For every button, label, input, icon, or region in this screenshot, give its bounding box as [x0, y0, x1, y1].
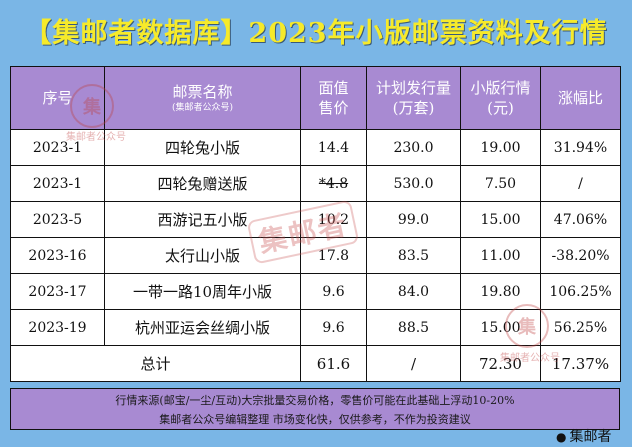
wechat-icon: ●	[556, 430, 567, 444]
header-qty: 计划发行量 (万套)	[366, 66, 461, 130]
cell-face: *4.8	[300, 165, 367, 202]
header-change: 涨幅比	[540, 66, 621, 130]
total-price: 72.30	[460, 345, 541, 382]
seal-caption: 集邮者公众号	[500, 353, 560, 364]
cell-name: 四轮兔赠送版	[104, 165, 301, 202]
cell-no: 2023-16	[10, 237, 105, 274]
cell-qty: 99.0	[366, 201, 461, 238]
header-name-sub: (集邮者公众号)	[171, 103, 234, 113]
cell-change: 106.25%	[540, 273, 621, 310]
cell-face: 9.6	[300, 273, 367, 310]
footer-line1: 行情来源(邮宝/一尘/互动)大宗批量交易价格，零售价可能在此基础上浮动10-20…	[115, 394, 515, 407]
cell-no: 2023-19	[10, 309, 105, 346]
header-qty-line1: 计划发行量	[375, 79, 451, 97]
cell-price: 7.50	[460, 165, 541, 202]
cell-qty: 530.0	[366, 165, 461, 202]
header-face-line1: 面值	[318, 79, 349, 97]
header-face-line2: 售价	[318, 99, 349, 117]
total-qty: /	[366, 345, 461, 382]
cell-name: 一带一路10周年小版	[104, 273, 301, 310]
brand-label: 集邮者	[569, 429, 612, 445]
page-title: 【集邮者数据库】2023年小版邮票资料及行情	[24, 18, 608, 49]
total-change: 17.37%	[540, 345, 621, 382]
cell-price: 19.00	[460, 129, 541, 166]
header-name: 邮票名称 (集邮者公众号)	[104, 66, 301, 130]
cell-change: 31.94%	[540, 129, 621, 166]
cell-name: 四轮兔小版	[104, 129, 301, 166]
total-face: 61.6	[300, 345, 367, 382]
seal-stamp-icon: 集	[70, 84, 114, 128]
seal-caption: 集邮者公众号	[66, 132, 126, 143]
table-header-row: 序号 邮票名称 (集邮者公众号) 面值 售价 计划发行量 (万套) 小版行情 (…	[10, 66, 621, 130]
cell-change: 47.06%	[540, 201, 621, 238]
table-row: 2023-1 四轮兔小版 14.4 230.0 19.00 31.94%	[10, 129, 621, 166]
cell-change: 56.25%	[540, 309, 621, 346]
cell-name: 杭州亚运会丝绸小版	[104, 309, 301, 346]
cell-no: 2023-5	[10, 201, 105, 238]
table-row: 2023-17 一带一路10周年小版 9.6 84.0 19.80 106.25…	[10, 273, 621, 310]
table-row: 2023-5 西游记五小版 10.2 99.0 15.00 47.06%	[10, 201, 621, 238]
cell-qty: 84.0	[366, 273, 461, 310]
cell-price: 11.00	[460, 237, 541, 274]
cell-face: 17.8	[300, 237, 367, 274]
brand-badge: ● 集邮者	[556, 426, 611, 446]
cell-face: 9.6	[300, 309, 367, 346]
cell-qty: 83.5	[366, 237, 461, 274]
stamp-table: 序号 邮票名称 (集邮者公众号) 面值 售价 计划发行量 (万套) 小版行情 (…	[10, 66, 621, 382]
cell-change: /	[540, 165, 621, 202]
cell-price: 19.80	[460, 273, 541, 310]
header-price-line2: (元)	[487, 99, 514, 117]
header-price: 小版行情 (元)	[460, 66, 541, 130]
total-label: 总计	[10, 345, 301, 382]
cell-no: 2023-1	[10, 129, 105, 166]
header-qty-line2: (万套)	[392, 99, 435, 117]
cell-name: 太行山小版	[104, 237, 301, 274]
cell-name: 西游记五小版	[104, 201, 301, 238]
header-price-line1: 小版行情	[470, 79, 531, 97]
cell-price: 15.00	[460, 201, 541, 238]
cell-qty: 88.5	[366, 309, 461, 346]
footer-line2: 集邮者公众号编辑整理 市场变化快，仅供参考，不作为投资建议	[159, 413, 471, 426]
cell-no: 2023-17	[10, 273, 105, 310]
cell-qty: 230.0	[366, 129, 461, 166]
cell-face: 10.2	[300, 201, 367, 238]
seal-stamp-icon: 集	[505, 304, 549, 348]
cell-face: 14.4	[300, 129, 367, 166]
total-row: 总计 61.6 / 72.30 17.37%	[10, 345, 621, 382]
table-row: 2023-16 太行山小版 17.8 83.5 11.00 -38.20%	[10, 237, 621, 274]
header-face: 面值 售价	[300, 66, 367, 130]
header-name-label: 邮票名称	[172, 83, 233, 101]
cell-change: -38.20%	[540, 237, 621, 274]
stamp-table-container: 序号 邮票名称 (集邮者公众号) 面值 售价 计划发行量 (万套) 小版行情 (…	[10, 66, 621, 382]
cell-no: 2023-1	[10, 165, 105, 202]
footer-note: 行情来源(邮宝/一尘/互动)大宗批量交易价格，零售价可能在此基础上浮动10-20…	[10, 388, 620, 430]
table-row: 2023-1 四轮兔赠送版 *4.8 530.0 7.50 /	[10, 165, 621, 202]
